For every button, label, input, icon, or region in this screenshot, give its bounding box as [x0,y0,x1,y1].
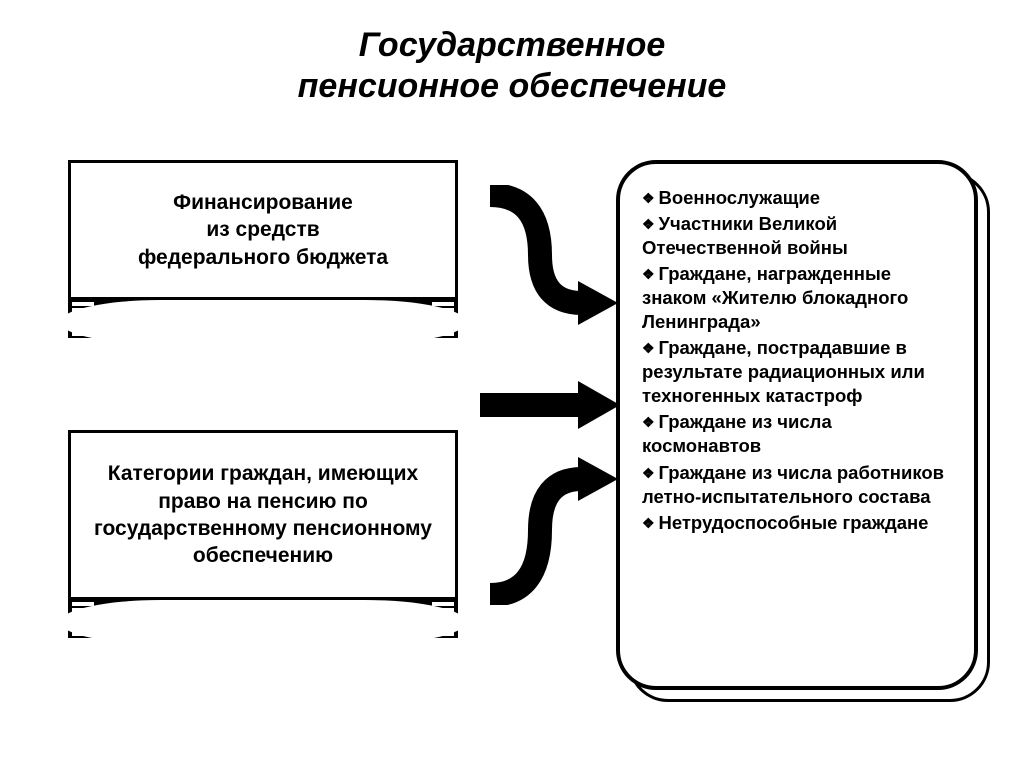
list-item: Граждане из числа работников летно-испыт… [642,461,954,509]
recipients-card: Военнослужащие Участники Великой Отечест… [616,160,978,690]
slide-title: Государственное пенсионное обеспечение [0,25,1024,107]
arrow-top [470,185,630,325]
recipients-list: Военнослужащие Участники Великой Отечест… [642,186,954,535]
list-item: Военнослужащие [642,186,954,210]
arrow-bottom [470,455,630,605]
title-line1: Государственное [359,26,666,64]
list-item: Граждане, награжденные знаком «Жителю бл… [642,262,954,334]
funding-line3: федерального бюджета [138,246,388,269]
categories-plaque [68,600,458,638]
funding-plaque [68,300,458,338]
list-item: Граждане из числа космонавтов [642,410,954,458]
list-item: Нетрудоспособные граждане [642,511,954,535]
funding-card: Финансирование из средств федерального б… [68,160,458,300]
categories-line4: обеспечению [193,544,333,567]
list-item: Граждане, пострадавшие в результате ради… [642,336,954,408]
list-item: Участники Великой Отечественной войны [642,212,954,260]
title-line2: пенсионное обеспечение [298,67,727,105]
funding-line2: из средств [206,218,319,241]
arrow-middle [470,375,630,435]
categories-line1: Категории граждан, имеющих [108,462,418,485]
categories-line3: государственному пенсионному [94,517,432,540]
categories-card: Категории граждан, имеющих право на пенс… [68,430,458,600]
categories-line2: право на пенсию по [158,490,368,513]
funding-line1: Финансирование [173,191,353,214]
